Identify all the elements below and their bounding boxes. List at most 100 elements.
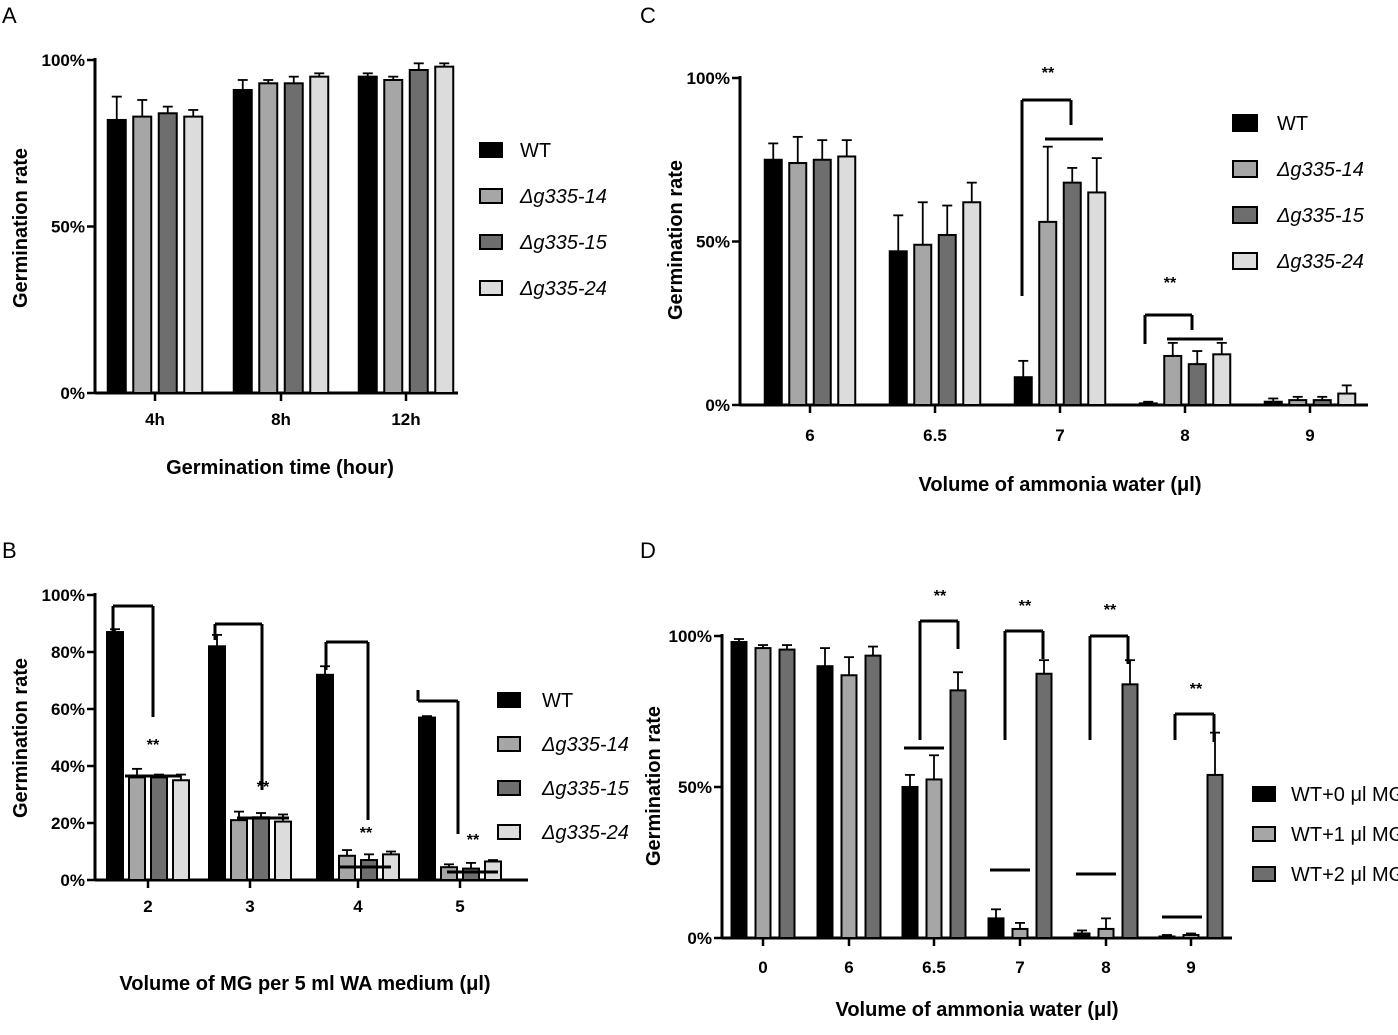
bar--g335-15-4 (360, 859, 378, 881)
legend-swatch (1252, 826, 1276, 842)
y-tick-label: 0% (60, 384, 85, 403)
x-tick-label: 8h (271, 410, 291, 429)
x-tick-label: 5 (455, 897, 464, 916)
bar--g335-14-6 (788, 162, 808, 406)
legend-label: Δg335-15 (1276, 205, 1365, 227)
bar-wt-5 (418, 716, 436, 881)
bar-wt-2-l-mg-6.5 (949, 689, 967, 939)
legend-swatch (479, 188, 503, 204)
bar-wt-2-l-mg-0 (778, 648, 796, 940)
bar--g335-14-8h (258, 82, 279, 394)
bar--g335-14-12h (383, 78, 404, 394)
bar-wt-0-l-mg-8 (1073, 932, 1091, 939)
chart-panel-A: A 0% 50% 100% 4h 8h 12h Germination rate Germina… (2, 3, 608, 479)
bar-wt-1-l-mg-6.5 (925, 778, 943, 940)
bar-wt-2-l-mg-7 (1035, 672, 1053, 939)
bar--g335-15-8h (283, 82, 304, 394)
legend-swatch (497, 824, 521, 840)
x-axis-title: Volume of MG per 5 ml WA medium (μl) (119, 973, 490, 995)
y-axis-title: Germination rate (643, 706, 665, 866)
bar--g335-15-7 (1062, 181, 1082, 406)
legend-label: WT (1277, 113, 1308, 135)
legend-label: Δg335-24 (1276, 251, 1364, 273)
bar--g335-15-6 (812, 158, 832, 406)
x-tick-label: 8 (1101, 958, 1110, 977)
bar-wt-9 (1263, 400, 1283, 407)
bar-wt-6 (763, 158, 783, 406)
panel-letter: A (2, 3, 17, 28)
y-axis-title: Germination rate (665, 160, 687, 320)
legend-swatch (1252, 866, 1276, 882)
bar--g335-24-4h (183, 115, 204, 395)
legend-swatch (479, 234, 503, 250)
bar-wt-0-l-mg-6 (816, 665, 834, 939)
legend-swatch (479, 142, 503, 158)
legend-label: Δg335-24 (541, 822, 629, 844)
bar--g335-24-12h (434, 65, 455, 394)
bar-wt-0-l-mg-0 (730, 641, 748, 939)
x-tick-label: 7 (1055, 426, 1064, 445)
x-tick-label: 2 (143, 897, 152, 916)
bar-wt-6.5 (888, 250, 908, 406)
bar-wt-0-l-mg-9 (1158, 935, 1176, 939)
y-tick-label: 100% (669, 627, 712, 646)
x-tick-label: 9 (1186, 958, 1195, 977)
bar-wt-2-l-mg-6 (864, 654, 882, 939)
bar-wt-8 (1138, 402, 1158, 406)
bar--g335-15-5 (462, 867, 480, 881)
significance-marker: ** (1042, 65, 1055, 82)
significance-marker: ** (360, 825, 373, 842)
chart-panel-D: D 0% 50% 100% 0 6 6.5 7 8 9 Germination rate Volume… (640, 538, 1398, 1021)
legend-label: WT (542, 690, 573, 712)
legend-label: Δg335-14 (1276, 159, 1364, 181)
y-tick-label: 50% (696, 233, 730, 252)
bar-wt-7 (1013, 376, 1033, 406)
y-tick-label: 100% (687, 69, 730, 88)
y-tick-label: 50% (51, 218, 85, 237)
legend-swatch (1232, 206, 1258, 224)
legend-label: Δg335-15 (519, 232, 608, 254)
chart-panel-B: B 0% 20% 40% 60% 80% 100% 2 3 4 5 Germination rate V… (2, 538, 630, 995)
bar--g335-15-6.5 (937, 233, 957, 406)
bar--g335-15-4h (157, 112, 178, 394)
bar-wt-2-l-mg-8 (1121, 683, 1139, 939)
bar-wt-3 (208, 645, 226, 881)
significance-marker: ** (1104, 602, 1117, 619)
bar-wt-2 (106, 631, 124, 881)
bar--g335-14-4h (132, 115, 153, 395)
bar-wt-1-l-mg-8 (1097, 927, 1115, 940)
bar--g335-24-6 (837, 155, 857, 406)
y-tick-label: 0% (60, 871, 85, 890)
legend-label: WT+1 μl MG (1291, 824, 1398, 846)
bar-wt-4 (316, 673, 334, 881)
bar--g335-14-2 (128, 776, 146, 882)
bar--g335-15-9 (1312, 399, 1332, 407)
x-tick-label: 6.5 (923, 426, 947, 445)
y-tick-label: 100% (42, 586, 85, 605)
bar--g335-24-8 (1212, 353, 1232, 407)
legend-label: Δg335-15 (541, 778, 630, 800)
x-tick-label: 4h (145, 410, 165, 429)
x-tick-label: 3 (245, 897, 254, 916)
x-tick-label: 7 (1015, 958, 1024, 977)
panel-letter: B (2, 538, 17, 563)
bar--g335-14-9 (1288, 399, 1308, 407)
y-tick-label: 20% (51, 814, 85, 833)
y-tick-label: 100% (42, 51, 85, 70)
y-tick-label: 80% (51, 643, 85, 662)
bar--g335-15-2 (150, 776, 168, 882)
significance-marker: ** (467, 832, 480, 849)
bar--g335-24-7 (1087, 191, 1107, 406)
legend-label: WT (520, 140, 551, 162)
legend-swatch (497, 692, 521, 708)
x-tick-label: 12h (391, 410, 420, 429)
bar--g335-14-6.5 (913, 243, 933, 406)
x-tick-label: 4 (353, 897, 363, 916)
significance-marker: ** (934, 588, 947, 605)
bar--g335-24-3 (274, 820, 292, 882)
legend-swatch (1232, 114, 1258, 132)
legend-label: Δg335-14 (541, 734, 629, 756)
bar--g335-24-9 (1337, 392, 1357, 406)
legend-label: Δg335-24 (519, 278, 607, 300)
bar-wt-0-l-mg-6.5 (901, 786, 919, 939)
